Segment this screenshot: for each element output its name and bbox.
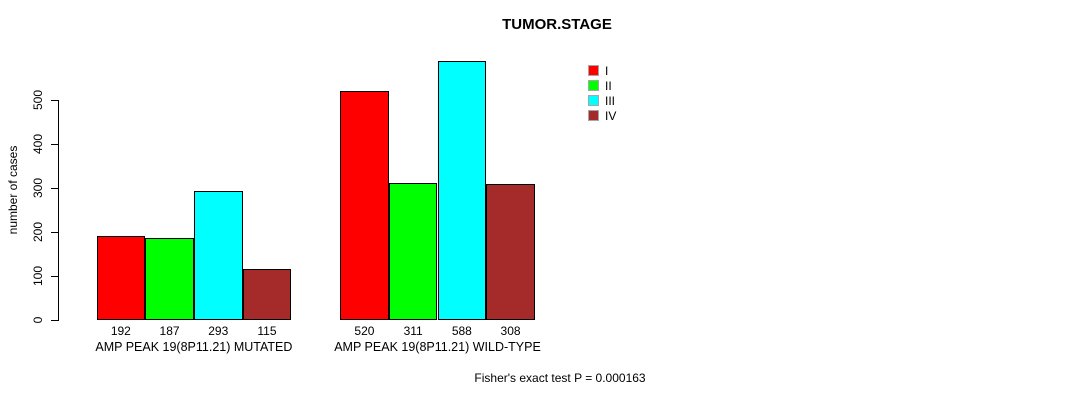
y-axis-tick-label: 0	[31, 316, 45, 324]
y-axis-tick	[51, 188, 58, 189]
legend-label-I: I	[605, 63, 609, 78]
bar-value-label: 115	[257, 324, 277, 338]
x-group-label: AMP PEAK 19(8P11.21) WILD-TYPE	[334, 340, 541, 354]
legend-row-III: III	[588, 93, 616, 108]
y-axis-tick	[51, 232, 58, 233]
y-axis-tick-label: 100	[31, 265, 45, 287]
y-axis-tick-label: 500	[31, 89, 45, 111]
y-axis-line	[58, 100, 59, 321]
fisher-test-annotation: Fisher's exact test P = 0.000163	[474, 371, 646, 385]
bar-value-label: 192	[110, 324, 131, 338]
legend-row-IV: IV	[588, 108, 616, 123]
y-axis-tick	[51, 320, 58, 321]
bar-value-label: 311	[403, 324, 423, 338]
y-axis-tick	[51, 144, 58, 145]
x-group-label: AMP PEAK 19(8P11.21) MUTATED	[95, 340, 293, 354]
legend: I II III IV	[588, 63, 616, 123]
bar-value-label: 588	[451, 324, 472, 338]
y-axis-tick	[51, 100, 58, 101]
bar-I-group1	[96, 235, 146, 320]
bar-value-label: 308	[500, 324, 521, 338]
bar-III-group1	[193, 191, 243, 320]
legend-swatch-I	[588, 65, 599, 76]
legend-swatch-II	[588, 80, 599, 91]
bar-value-label: 520	[354, 324, 375, 338]
legend-row-II: II	[588, 78, 616, 93]
bar-II-group1	[145, 237, 194, 320]
bar-IV-group1	[242, 269, 292, 320]
bar-II-group2	[388, 183, 438, 320]
bar-I-group2	[340, 91, 389, 320]
legend-label-III: III	[605, 93, 616, 108]
bar-IV-group2	[486, 184, 535, 320]
legend-swatch-III	[588, 95, 599, 106]
legend-label-IV: IV	[605, 108, 617, 123]
bar-value-label: 187	[159, 324, 180, 338]
y-axis-tick-label: 200	[31, 221, 45, 243]
legend-row-I: I	[588, 63, 616, 78]
y-axis-tick-label: 400	[31, 133, 45, 155]
legend-swatch-IV	[588, 110, 599, 121]
bar-value-label: 293	[208, 324, 229, 338]
y-axis-tick	[51, 276, 58, 277]
chart-title: TUMOR.STAGE	[502, 16, 612, 33]
bar-III-group2	[437, 61, 487, 320]
legend-label-II: II	[605, 78, 612, 93]
y-axis-tick-label: 300	[31, 177, 45, 199]
